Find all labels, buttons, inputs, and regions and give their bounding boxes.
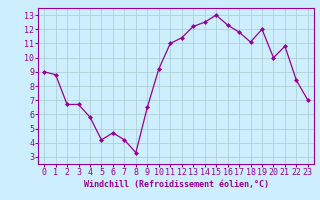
- X-axis label: Windchill (Refroidissement éolien,°C): Windchill (Refroidissement éolien,°C): [84, 180, 268, 189]
